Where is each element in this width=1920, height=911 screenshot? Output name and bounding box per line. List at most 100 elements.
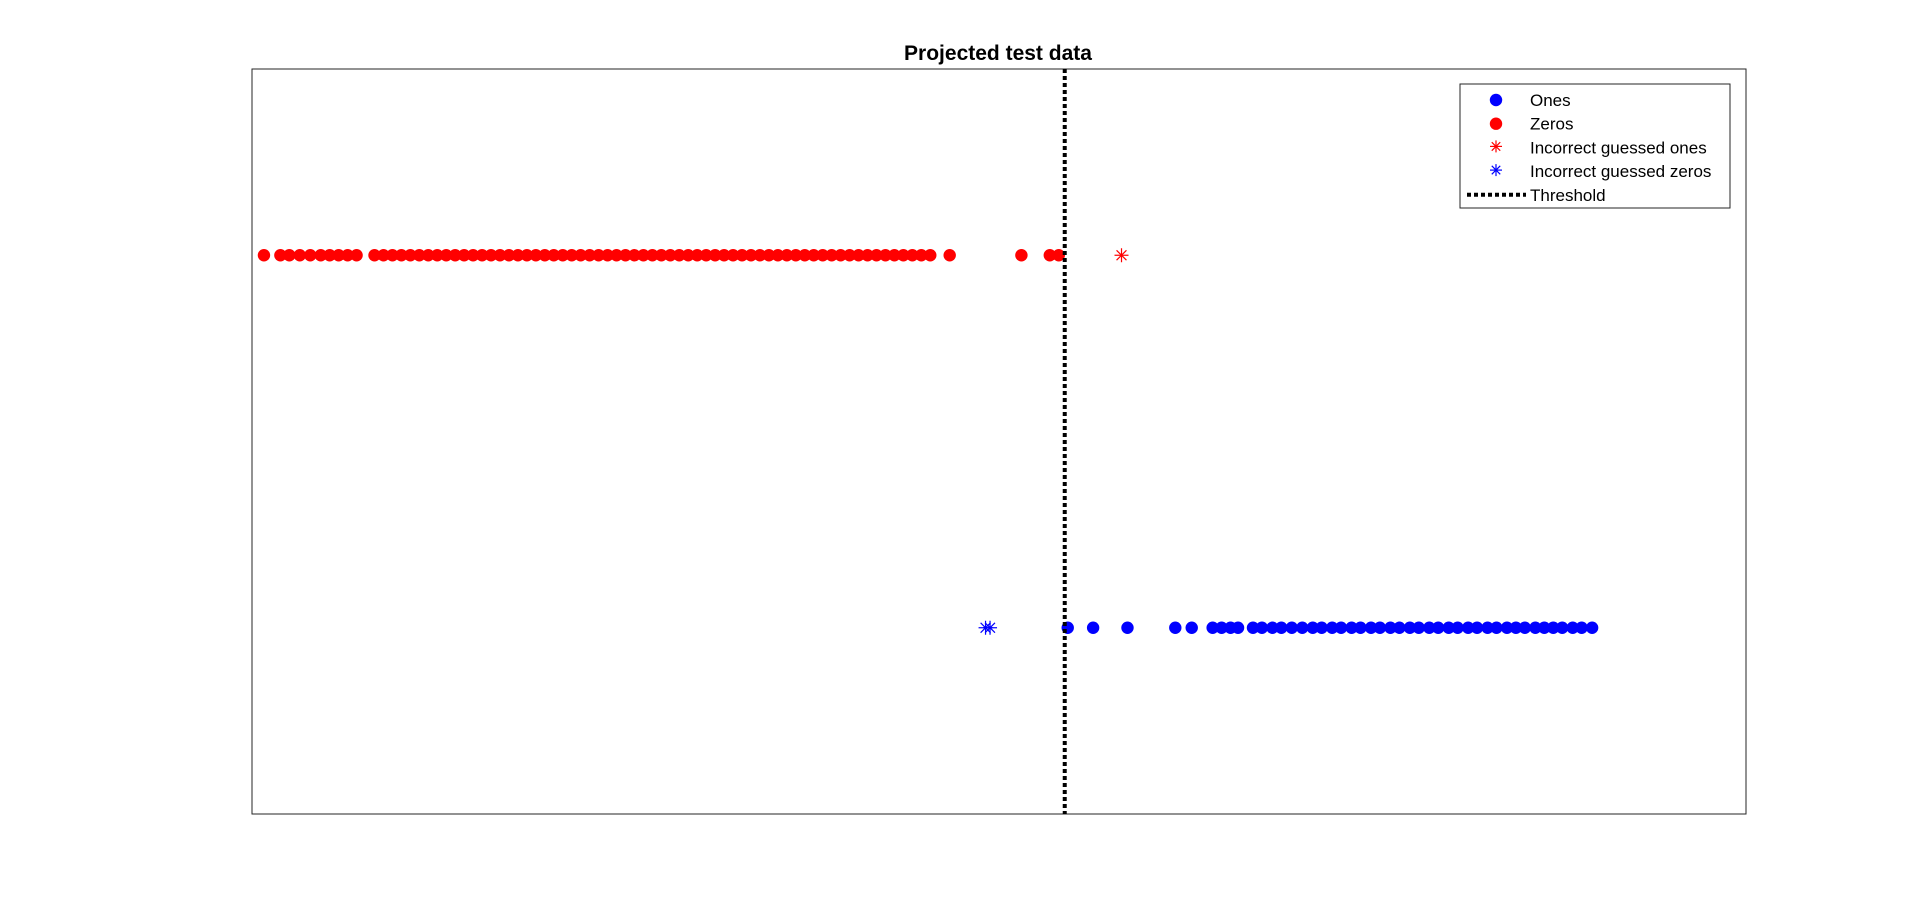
zeros-point-30 [547, 249, 560, 262]
zeros-point-22 [475, 249, 489, 262]
zeros-point-2 [283, 249, 296, 262]
zeros-point-5 [314, 249, 327, 262]
ones-point-19 [1345, 621, 1358, 634]
legend-marker-incorrect-guessed-zeros [1490, 164, 1502, 177]
ones-point-3 [1169, 621, 1182, 634]
zeros-point-32 [565, 249, 578, 262]
ones-point-27 [1423, 621, 1436, 634]
ones-point-30 [1451, 621, 1464, 634]
zeros-point-42 [655, 249, 668, 262]
zeros-point-50 [726, 249, 740, 262]
zeros-point-23 [484, 249, 498, 262]
zeros-point-40 [637, 249, 650, 262]
ones-point-44 [1585, 621, 1599, 634]
zeros-point-21 [466, 249, 480, 262]
ones-point-24 [1393, 621, 1406, 634]
zeros-point-25 [502, 249, 516, 262]
ones-point-35 [1500, 621, 1514, 634]
zeros-point-3 [293, 249, 307, 262]
zeros-point-29 [538, 249, 552, 262]
zeros-point-13 [395, 249, 408, 262]
legend-marker-ones [1489, 93, 1503, 107]
ones-point-34 [1490, 621, 1503, 634]
legend-marker-incorrect-guessed-ones [1490, 140, 1502, 153]
zeros-point-54 [762, 249, 776, 262]
zeros-point-15 [413, 249, 426, 262]
zeros-point-28 [529, 249, 543, 262]
ones-point-5 [1206, 621, 1219, 634]
ones-point-4 [1185, 621, 1198, 634]
zeros-point-16 [422, 249, 435, 262]
zeros-point-18 [440, 249, 453, 262]
zeros-point-70 [906, 249, 919, 262]
ones-point-15 [1306, 621, 1319, 634]
zeros-point-74 [1015, 249, 1028, 262]
ones-point-33 [1481, 621, 1494, 634]
ones-point-12 [1275, 621, 1288, 634]
zeros-point-61 [825, 249, 838, 262]
ones-point-28 [1432, 621, 1445, 634]
zeros-point-14 [404, 249, 417, 262]
zeros-point-36 [601, 249, 614, 262]
incorrect-guessed-zeros-point-1 [983, 620, 998, 635]
zeros-point-52 [744, 249, 758, 262]
ones-point-10 [1255, 621, 1269, 634]
ones-point-36 [1509, 621, 1523, 634]
ones-point-42 [1566, 621, 1579, 634]
legend-label-incorrect-guessed-ones: Incorrect guessed ones [1530, 138, 1707, 157]
ones-point-31 [1461, 621, 1475, 634]
ones-point-6 [1215, 621, 1228, 634]
ones-point-18 [1334, 621, 1348, 634]
zeros-point-66 [870, 249, 883, 262]
ones-point-11 [1266, 621, 1279, 634]
ones-point-14 [1296, 621, 1309, 634]
ones-point-2 [1121, 621, 1134, 634]
zeros-point-0 [257, 249, 271, 262]
ones-point-40 [1547, 621, 1560, 634]
ones-point-43 [1575, 621, 1588, 634]
zeros-point-63 [843, 249, 856, 262]
ones-point-37 [1518, 621, 1532, 634]
ones-point-23 [1384, 621, 1397, 634]
ones-point-9 [1246, 621, 1260, 634]
zeros-point-6 [323, 249, 336, 262]
zeros-point-60 [816, 249, 829, 262]
zeros-point-51 [735, 249, 749, 262]
zeros-point-4 [304, 249, 317, 262]
zeros-point-27 [520, 249, 534, 262]
zeros-point-65 [861, 249, 874, 262]
zeros-point-75 [1043, 249, 1056, 262]
zeros-point-44 [673, 249, 686, 262]
zeros-point-7 [332, 249, 345, 262]
incorrect-guessed-ones-point-0 [1114, 248, 1129, 263]
legend-label-ones: Ones [1530, 91, 1571, 110]
zeros-point-69 [897, 249, 910, 262]
zeros-point-59 [807, 249, 820, 262]
zeros-point-34 [583, 249, 596, 262]
zeros-point-26 [511, 249, 525, 262]
ones-point-21 [1364, 621, 1378, 634]
zeros-point-55 [771, 249, 785, 262]
zeros-point-72 [924, 249, 937, 262]
zeros-point-9 [350, 249, 363, 262]
zeros-point-46 [691, 249, 704, 262]
ones-point-29 [1442, 621, 1455, 634]
ones-point-20 [1354, 621, 1367, 634]
ones-point-32 [1470, 621, 1484, 634]
zeros-point-41 [646, 249, 659, 262]
ones-point-17 [1325, 621, 1339, 634]
zeros-point-11 [377, 249, 390, 262]
zeros-point-45 [682, 249, 695, 262]
zeros-point-10 [368, 249, 381, 262]
zeros-point-20 [457, 249, 471, 262]
zeros-point-58 [798, 249, 811, 262]
zeros-point-24 [493, 249, 507, 262]
ones-point-13 [1285, 621, 1299, 634]
zeros-point-19 [448, 249, 462, 262]
zeros-point-38 [619, 249, 632, 262]
zeros-point-68 [888, 249, 901, 262]
zeros-point-8 [341, 249, 354, 262]
ones-point-41 [1556, 621, 1569, 634]
zeros-point-1 [274, 249, 287, 262]
